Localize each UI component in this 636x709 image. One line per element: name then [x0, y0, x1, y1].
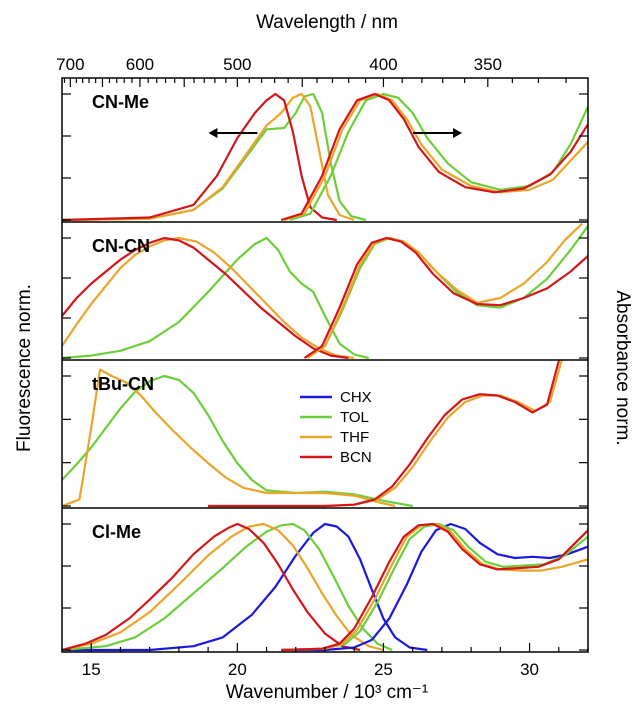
panel-1: CN-CN	[62, 221, 588, 360]
series-chx-fluorescence	[62, 522, 428, 652]
series-bcn-absorbance	[280, 92, 588, 222]
left-axis-title: Fluorescence norm.	[14, 284, 35, 452]
series-tol-absorbance	[281, 522, 588, 652]
arrow-left-icon	[208, 128, 258, 138]
legend-label: THF	[340, 429, 369, 446]
x-tick-label: 30	[520, 660, 539, 679]
legend: CHX TOL THF BCN	[300, 389, 372, 466]
series-tol-absorbance	[289, 92, 588, 222]
panel-label: tBu-CN	[92, 374, 154, 394]
series-bcn-absorbance	[208, 360, 561, 508]
legend-entry-chx: CHX	[300, 389, 372, 406]
series-chx-absorbance	[281, 522, 588, 652]
series-thf-fluorescence	[62, 236, 355, 360]
series-thf-absorbance	[306, 222, 583, 359]
panel-3: Cl-Me	[62, 507, 588, 652]
series-tol-fluorescence	[62, 522, 393, 652]
panels-layer: CN-Me CN-CN tBu-CN Cl-Me	[62, 92, 588, 652]
legend-label: BCN	[340, 449, 372, 466]
legend-label: CHX	[340, 389, 372, 406]
series-tol-fluorescence	[62, 236, 370, 360]
x-axis-title: Wavenumber / 10³ cm⁻¹	[226, 682, 429, 703]
x2-tick-label: 400	[369, 55, 397, 74]
panel-0: CN-Me	[62, 92, 588, 222]
series-thf-fluorescence	[62, 522, 384, 652]
legend-entry-thf: THF	[300, 429, 369, 446]
panel-2: tBu-CN	[62, 359, 588, 508]
axes-layer: 15 20 25 30 700 600 500 400 350	[56, 55, 589, 679]
legend-entry-bcn: BCN	[300, 449, 372, 466]
series-thf-absorbance	[281, 522, 588, 652]
x-tick-label: 20	[228, 660, 247, 679]
arrow-right-icon	[413, 128, 463, 138]
x-tick-label: 15	[82, 660, 101, 679]
series-thf-absorbance	[208, 360, 563, 508]
x2-tick-label: 500	[223, 55, 251, 74]
series-thf-absorbance	[283, 92, 588, 222]
series-thf-fluorescence	[62, 92, 355, 222]
legend-label: TOL	[340, 409, 369, 426]
panel-label: CN-Me	[92, 92, 149, 112]
x2-tick-label: 600	[126, 55, 154, 74]
x2-tick-label: 700	[56, 55, 84, 74]
x2-tick-label: 350	[474, 55, 502, 74]
x-tick-label: 25	[374, 660, 393, 679]
series-bcn-absorbance	[281, 522, 588, 652]
series-bcn-fluorescence	[62, 236, 349, 360]
series-bcn-fluorescence	[62, 522, 361, 652]
series-bcn-absorbance	[303, 236, 588, 359]
top-axis-title: Wavelength / nm	[256, 12, 398, 33]
legend-entry-tol: TOL	[300, 409, 369, 426]
panel-label: Cl-Me	[92, 522, 141, 542]
series-thf-fluorescence	[62, 368, 396, 508]
panel-label: CN-CN	[92, 236, 150, 256]
right-axis-title: Absorbance norm.	[612, 290, 633, 445]
